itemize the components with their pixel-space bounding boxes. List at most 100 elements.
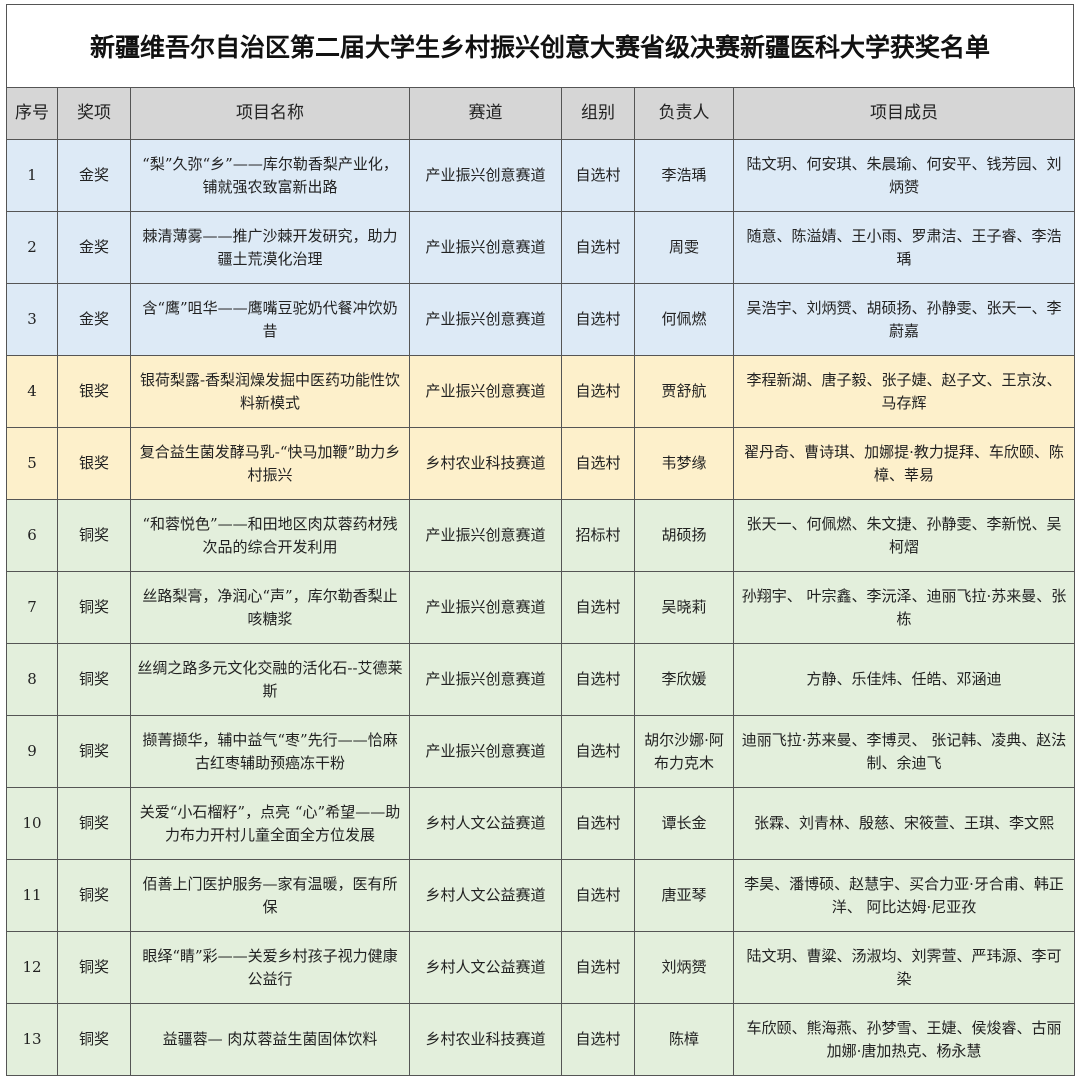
cell-track: 产业振兴创意赛道 bbox=[409, 571, 562, 644]
cell-project: 含“鹰”咀华——鹰嘴豆驼奶代餐冲饮奶昔 bbox=[130, 283, 410, 356]
cell-track: 乡村农业科技赛道 bbox=[409, 427, 562, 500]
cell-leader: 李浩瑀 bbox=[634, 139, 734, 212]
cell-track: 产业振兴创意赛道 bbox=[409, 139, 562, 212]
cell-members: 陆文玥、曹粱、汤淑均、刘霁萱、严玮源、李可染 bbox=[733, 931, 1075, 1004]
cell-group: 自选村 bbox=[561, 643, 635, 716]
header-project: 项目名称 bbox=[130, 87, 410, 140]
cell-leader: 吴晓莉 bbox=[634, 571, 734, 644]
table-row: 11 铜奖 佰善上门医护服务—家有温暖，医有所保 乡村人文公益赛道 自选村 唐亚琴 李昊、潘… bbox=[6, 859, 1075, 932]
header-group: 组别 bbox=[561, 87, 635, 140]
cell-project: “梨”久弥“乡”——库尔勒香梨产业化，铺就强农致富新出路 bbox=[130, 139, 410, 212]
cell-track: 产业振兴创意赛道 bbox=[409, 283, 562, 356]
cell-no: 13 bbox=[6, 1003, 58, 1076]
cell-no: 8 bbox=[6, 643, 58, 716]
cell-leader: 贾舒航 bbox=[634, 355, 734, 428]
cell-no: 6 bbox=[6, 499, 58, 572]
cell-no: 12 bbox=[6, 931, 58, 1004]
table-row: 5 银奖 复合益生菌发酵马乳-“快马加鞭”助力乡村振兴 乡村农业科技赛道 自选村 韦梦缘翟… bbox=[6, 427, 1075, 500]
cell-members: 孙翔宇、 叶宗鑫、李沅泽、迪丽飞拉·苏来曼、张栋 bbox=[733, 571, 1075, 644]
cell-award: 铜奖 bbox=[57, 859, 131, 932]
cell-project: 丝路梨膏，净润心“声”，库尔勒香梨止咳糖浆 bbox=[130, 571, 410, 644]
cell-members: 陆文玥、何安琪、朱晨瑜、何安平、钱芳园、刘炳赟 bbox=[733, 139, 1075, 212]
header-members: 项目成员 bbox=[733, 87, 1075, 140]
cell-group: 自选村 bbox=[561, 355, 635, 428]
cell-group: 自选村 bbox=[561, 283, 635, 356]
table-header-row: 序号 奖项 项目名称 赛道 组别 负责人 项目成员 bbox=[6, 87, 1075, 140]
cell-group: 自选村 bbox=[561, 787, 635, 860]
cell-leader: 刘炳赟 bbox=[634, 931, 734, 1004]
cell-award: 铜奖 bbox=[57, 499, 131, 572]
cell-members: 李昊、潘博硕、赵慧宇、买合力亚·牙合甫、韩正洋、 阿比达姆·尼亚孜 bbox=[733, 859, 1075, 932]
cell-no: 7 bbox=[6, 571, 58, 644]
cell-members: 车欣颐、熊海燕、孙梦雪、王婕、侯焌睿、古丽加娜·唐加热克、杨永慧 bbox=[733, 1003, 1075, 1076]
cell-leader: 韦梦缘 bbox=[634, 427, 734, 500]
cell-award: 铜奖 bbox=[57, 1003, 131, 1076]
cell-group: 自选村 bbox=[561, 931, 635, 1004]
cell-members: 迪丽飞拉·苏来曼、李博灵、 张记韩、凌典、赵法制、余迪飞 bbox=[733, 715, 1075, 788]
cell-group: 自选村 bbox=[561, 859, 635, 932]
table-row: 6 铜奖 “和蓉悦色”——和田地区肉苁蓉药材残次品的综合开发利用 产业振兴创意赛道 招标… bbox=[6, 499, 1075, 572]
cell-track: 乡村人文公益赛道 bbox=[409, 931, 562, 1004]
cell-track: 产业振兴创意赛道 bbox=[409, 715, 562, 788]
cell-project: 益疆蓉— 肉苁蓉益生菌固体饮料 bbox=[130, 1003, 410, 1076]
cell-members: 随意、陈溢婧、王小雨、罗肃洁、王子睿、李浩瑀 bbox=[733, 211, 1075, 284]
cell-leader: 李欣媛 bbox=[634, 643, 734, 716]
cell-leader: 唐亚琴 bbox=[634, 859, 734, 932]
table-row: 1 金奖 “梨”久弥“乡”——库尔勒香梨产业化，铺就强农致富新出路 产业振兴创意赛道自… bbox=[6, 139, 1075, 212]
table-row: 12 铜奖 眼绎“睛”彩——关爱乡村孩子视力健康公益行 乡村人文公益赛道 自选村 刘炳赟陆… bbox=[6, 931, 1075, 1004]
cell-track: 乡村人文公益赛道 bbox=[409, 787, 562, 860]
cell-leader: 谭长金 bbox=[634, 787, 734, 860]
cell-award: 铜奖 bbox=[57, 643, 131, 716]
cell-project: 复合益生菌发酵马乳-“快马加鞭”助力乡村振兴 bbox=[130, 427, 410, 500]
cell-award: 银奖 bbox=[57, 355, 131, 428]
cell-track: 产业振兴创意赛道 bbox=[409, 355, 562, 428]
table-row: 13 铜奖 益疆蓉— 肉苁蓉益生菌固体饮料 乡村农业科技赛道 自选村 陈樟 车欣颐、熊海燕、… bbox=[6, 1003, 1075, 1076]
cell-members: 吴浩宇、刘炳赟、胡硕扬、孙静雯、张天一、李蔚嘉 bbox=[733, 283, 1075, 356]
cell-track: 乡村人文公益赛道 bbox=[409, 859, 562, 932]
document-title: 新疆维吾尔自治区第二届大学生乡村振兴创意大赛省级决赛新疆医科大学获奖名单 bbox=[6, 4, 1074, 87]
cell-no: 5 bbox=[6, 427, 58, 500]
cell-track: 产业振兴创意赛道 bbox=[409, 499, 562, 572]
table-row: 3 金奖 含“鹰”咀华——鹰嘴豆驼奶代餐冲饮奶昔 产业振兴创意赛道 自选村 何佩燃 吴浩宇、… bbox=[6, 283, 1075, 356]
cell-award: 银奖 bbox=[57, 427, 131, 500]
cell-award: 铜奖 bbox=[57, 571, 131, 644]
cell-members: 张霖、刘青林、殷慈、宋筱萱、王琪、李文熙 bbox=[733, 787, 1075, 860]
cell-project: 佰善上门医护服务—家有温暖，医有所保 bbox=[130, 859, 410, 932]
cell-project: 撷菁撷华，辅中益气“枣”先行——恰麻古红枣辅助预癌冻干粉 bbox=[130, 715, 410, 788]
cell-leader: 何佩燃 bbox=[634, 283, 734, 356]
cell-no: 10 bbox=[6, 787, 58, 860]
table-row: 10 铜奖 关爱“小石榴籽”，点亮 “心”希望——助力布力开村儿童全面全方位发展 乡村… bbox=[6, 787, 1075, 860]
cell-leader: 周雯 bbox=[634, 211, 734, 284]
cell-members: 翟丹奇、曹诗琪、加娜提·教力提拜、车欣颐、陈樟、莘易 bbox=[733, 427, 1075, 500]
cell-leader: 陈樟 bbox=[634, 1003, 734, 1076]
cell-group: 自选村 bbox=[561, 571, 635, 644]
cell-project: 棘清薄雾——推广沙棘开发研究，助力疆土荒漠化治理 bbox=[130, 211, 410, 284]
cell-no: 2 bbox=[6, 211, 58, 284]
cell-project: 丝绸之路多元文化交融的活化石--艾德莱斯 bbox=[130, 643, 410, 716]
cell-group: 自选村 bbox=[561, 139, 635, 212]
cell-track: 产业振兴创意赛道 bbox=[409, 211, 562, 284]
header-no: 序号 bbox=[6, 87, 58, 140]
cell-group: 自选村 bbox=[561, 1003, 635, 1076]
cell-no: 3 bbox=[6, 283, 58, 356]
cell-leader: 胡尔沙娜·阿布力克木 bbox=[634, 715, 734, 788]
cell-group: 自选村 bbox=[561, 715, 635, 788]
cell-award: 金奖 bbox=[57, 211, 131, 284]
table-row: 8 铜奖 丝绸之路多元文化交融的活化石--艾德莱斯 产业振兴创意赛道 自选村 李欣媛 方静、… bbox=[6, 643, 1075, 716]
cell-project: 银荷梨露-香梨润燥发掘中医药功能性饮料新模式 bbox=[130, 355, 410, 428]
cell-project: 眼绎“睛”彩——关爱乡村孩子视力健康公益行 bbox=[130, 931, 410, 1004]
header-leader: 负责人 bbox=[634, 87, 734, 140]
cell-leader: 胡硕扬 bbox=[634, 499, 734, 572]
table-row: 4 银奖 银荷梨露-香梨润燥发掘中医药功能性饮料新模式 产业振兴创意赛道 自选村 贾舒航李… bbox=[6, 355, 1075, 428]
cell-members: 张天一、何佩燃、朱文捷、孙静雯、李新悦、吴柯熠 bbox=[733, 499, 1075, 572]
cell-members: 李程新湖、唐子毅、张子婕、赵子文、王京汝、马存辉 bbox=[733, 355, 1075, 428]
table-row: 2 金奖 棘清薄雾——推广沙棘开发研究，助力疆土荒漠化治理 产业振兴创意赛道 自选村 周雯… bbox=[6, 211, 1075, 284]
cell-award: 金奖 bbox=[57, 283, 131, 356]
cell-track: 产业振兴创意赛道 bbox=[409, 643, 562, 716]
cell-members: 方静、乐佳炜、任皓、邓涵迪 bbox=[733, 643, 1075, 716]
cell-no: 11 bbox=[6, 859, 58, 932]
cell-group: 自选村 bbox=[561, 211, 635, 284]
cell-no: 9 bbox=[6, 715, 58, 788]
cell-no: 4 bbox=[6, 355, 58, 428]
cell-project: “和蓉悦色”——和田地区肉苁蓉药材残次品的综合开发利用 bbox=[130, 499, 410, 572]
